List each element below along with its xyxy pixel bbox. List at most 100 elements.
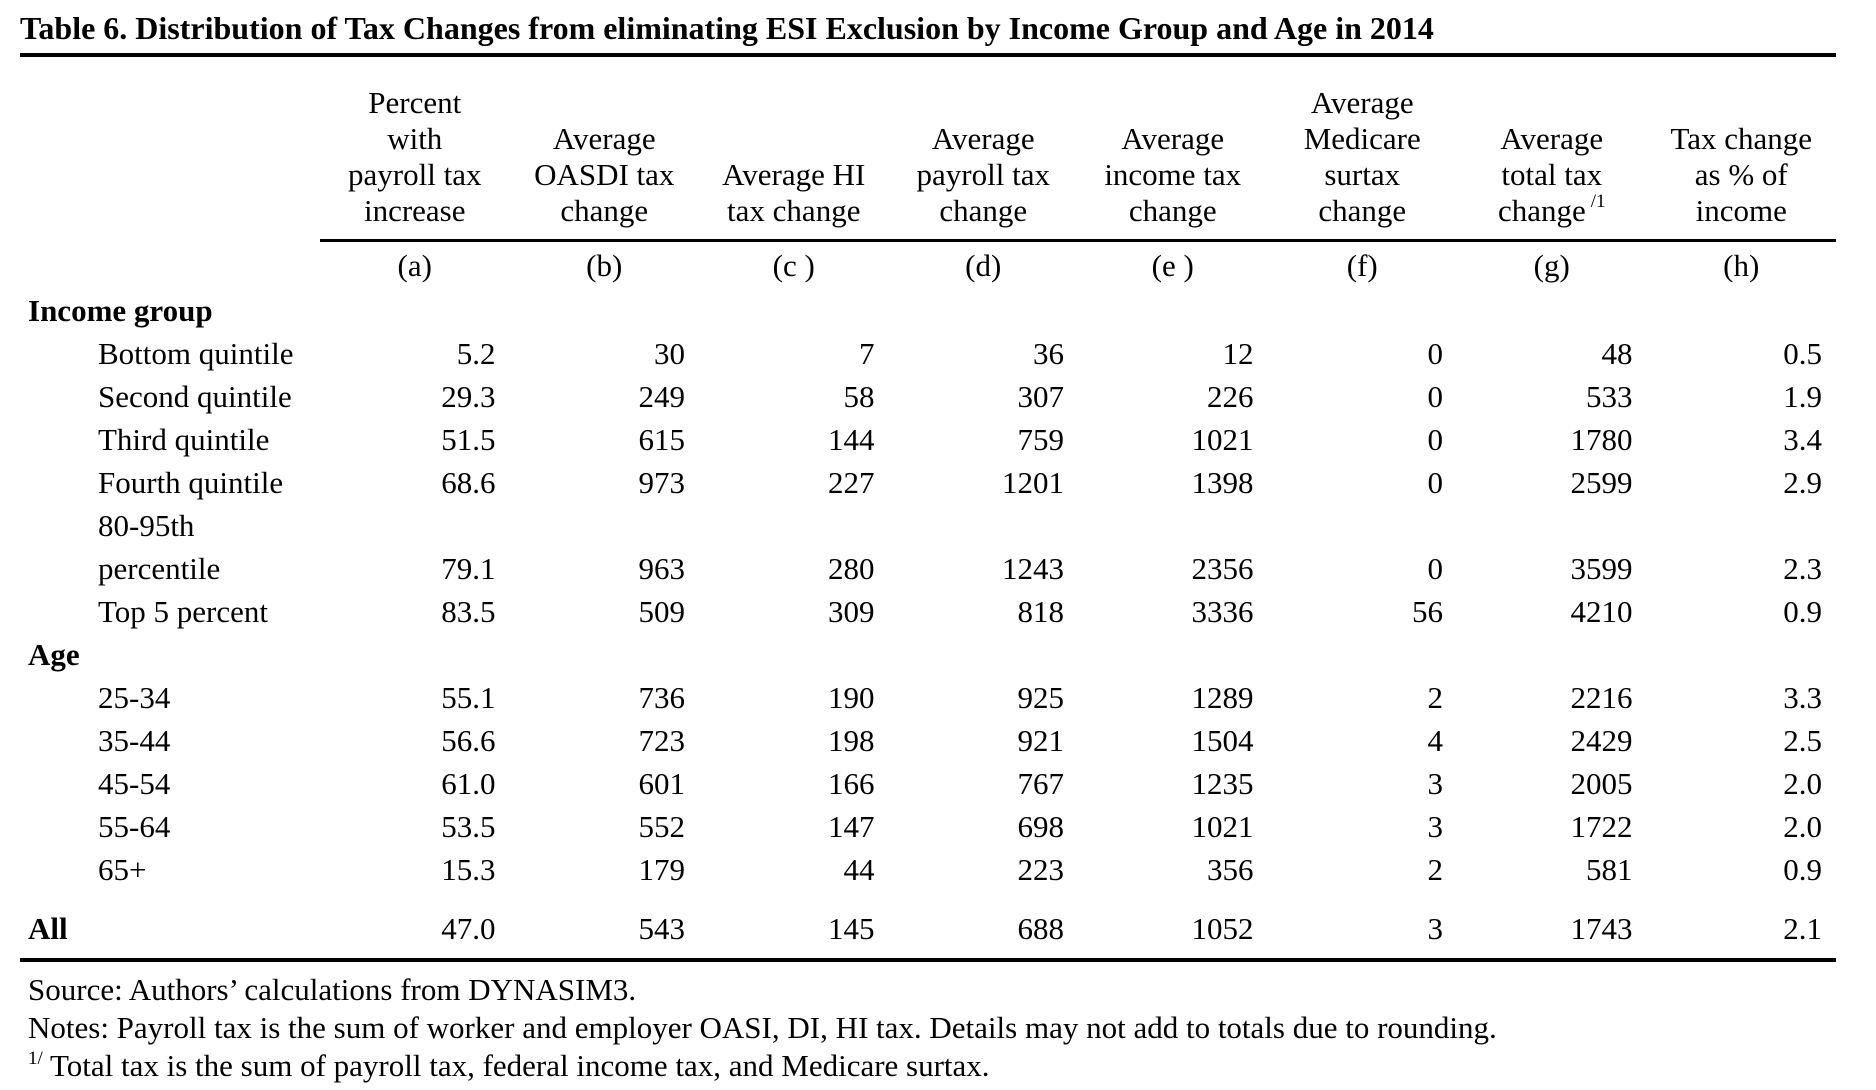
cell-value: 55.1 <box>441 679 496 715</box>
cell-value: 552 <box>638 808 686 844</box>
col-header-g: Average total tax change/1 <box>1457 85 1647 242</box>
col-header-f: Average Medicare surtax change <box>1267 85 1457 242</box>
cell-value: 1243 <box>1002 550 1064 586</box>
cell-value: 2.0 <box>1783 765 1822 801</box>
cell-value: 1052 <box>1078 906 1268 962</box>
cell-value: 2599 <box>1570 464 1633 500</box>
col-header-c-label: Average HI tax change <box>722 157 866 228</box>
col-header-b: Average OASDI tax change <box>509 85 699 242</box>
cell-value: 79.1 <box>441 550 496 586</box>
header-footnote-marker: /1 <box>1590 191 1606 212</box>
row-label: All <box>20 906 320 962</box>
row-label: 65+ <box>98 851 147 887</box>
cell-value: 963 <box>638 550 686 586</box>
cell-value: 581 <box>1586 851 1633 887</box>
cell-value: 1021 <box>1191 808 1254 844</box>
cell-value: 47.0 <box>320 906 510 962</box>
row-top-5-percent: Top 5 percent 83.5 509 309 818 3336 56 4… <box>20 590 1836 633</box>
cell-value: 2 <box>1427 851 1444 887</box>
cell-value: 12 <box>1222 335 1254 371</box>
cell-value: 818 <box>1017 593 1065 629</box>
row-age-45-54: 45-54 61.0 601 166 767 1235 3 2005 2.0 <box>20 762 1836 805</box>
row-all: All 47.0 543 145 688 1052 3 1743 2.1 <box>20 906 1836 962</box>
row-label: 25-34 <box>98 679 171 715</box>
spacer-row <box>20 891 1836 907</box>
cell-value: 2216 <box>1570 679 1633 715</box>
cell-value: 533 <box>1586 378 1633 414</box>
cell-value: 58 <box>843 378 875 414</box>
cell-value: 543 <box>509 906 699 962</box>
cell-value: 44 <box>843 851 875 887</box>
col-letter-e: (e ) <box>1151 247 1194 283</box>
cell-value: 5.2 <box>456 335 496 371</box>
cell-value: 190 <box>828 679 875 715</box>
row-age-35-44: 35-44 56.6 723 198 921 1504 4 2429 2.5 <box>20 719 1836 762</box>
cell-value: 1.9 <box>1783 378 1822 414</box>
cell-value: 973 <box>638 464 686 500</box>
cell-value: 3 <box>1427 765 1444 801</box>
col-letter-b: (b) <box>586 247 623 283</box>
cell-value: 356 <box>1207 851 1254 887</box>
cell-value: 61.0 <box>441 765 496 801</box>
cell-value: 147 <box>828 808 875 844</box>
cell-value: 56.6 <box>441 722 496 758</box>
cell-value: 2.9 <box>1783 464 1822 500</box>
cell-value: 0 <box>1427 464 1444 500</box>
cell-value: 921 <box>1017 722 1065 758</box>
row-third-quintile: Third quintile 51.5 615 144 759 1021 0 1… <box>20 418 1836 461</box>
row-label: Fourth quintile <box>98 464 284 500</box>
cell-value: 0 <box>1427 335 1444 371</box>
cell-value: 2005 <box>1570 765 1633 801</box>
cell-value: 145 <box>699 906 889 962</box>
cell-value: 736 <box>638 679 686 715</box>
row-label: 35-44 <box>98 722 171 758</box>
cell-value: 698 <box>1017 808 1065 844</box>
col-header-h: Tax change as % of income <box>1646 85 1836 242</box>
col-letter-c: (c ) <box>772 247 815 283</box>
cell-value: 1201 <box>1002 464 1064 500</box>
col-letter-d: (d) <box>965 247 1002 283</box>
col-header-e: Average income tax change <box>1078 85 1268 242</box>
cell-value: 227 <box>828 464 875 500</box>
row-fourth-quintile: Fourth quintile 68.6 973 227 1201 1398 0… <box>20 461 1836 504</box>
letters-stub <box>20 241 320 289</box>
cell-value: 2.3 <box>1783 550 1822 586</box>
row-label: Second quintile <box>98 378 292 414</box>
cell-value: 144 <box>828 421 875 457</box>
cell-value: 223 <box>1017 851 1065 887</box>
cell-value: 0.9 <box>1783 593 1822 629</box>
footnote-1-text: Total tax is the sum of payroll tax, fed… <box>49 1047 990 1083</box>
row-age-55-64: 55-64 53.5 552 147 698 1021 3 1722 2.0 <box>20 805 1836 848</box>
cell-value: 198 <box>828 722 875 758</box>
cell-value: 3.3 <box>1783 679 1822 715</box>
row-label: Top 5 percent <box>98 593 268 629</box>
section-label: Income group <box>28 292 213 328</box>
cell-value: 2429 <box>1570 722 1633 758</box>
col-letter-h: (h) <box>1723 247 1760 283</box>
cell-value: 226 <box>1207 378 1254 414</box>
cell-value: 7 <box>859 335 875 371</box>
cell-value: 2.0 <box>1783 808 1822 844</box>
cell-value: 309 <box>828 593 875 629</box>
row-80-95th-percentile: 80-95th percentile 79.1 963 280 1243 235… <box>20 504 1836 590</box>
cell-value: 1289 <box>1191 679 1254 715</box>
row-second-quintile: Second quintile 29.3 249 58 307 226 0 53… <box>20 375 1836 418</box>
cell-value: 615 <box>638 421 686 457</box>
cell-value: 0.5 <box>1783 335 1822 371</box>
cell-value: 15.3 <box>441 851 496 887</box>
col-header-a-label: Percent with payroll tax increase <box>348 85 482 228</box>
cell-value: 759 <box>1017 421 1065 457</box>
cell-value: 1021 <box>1191 421 1254 457</box>
col-letter-g: (g) <box>1533 247 1570 283</box>
col-letter-f: (f) <box>1346 247 1378 283</box>
cell-value: 688 <box>888 906 1078 962</box>
section-row-income-group: Income group <box>20 289 1836 332</box>
spacer <box>20 891 1836 907</box>
cell-value: 0.9 <box>1783 851 1822 887</box>
cell-value: 249 <box>638 378 686 414</box>
source-note: Source: Authors’ calculations from DYNAS… <box>28 971 637 1007</box>
col-header-g-label: Average total tax change <box>1497 121 1604 228</box>
cell-value: 36 <box>1033 335 1064 371</box>
table-footer: Source: Authors’ calculations from DYNAS… <box>20 971 1856 1085</box>
